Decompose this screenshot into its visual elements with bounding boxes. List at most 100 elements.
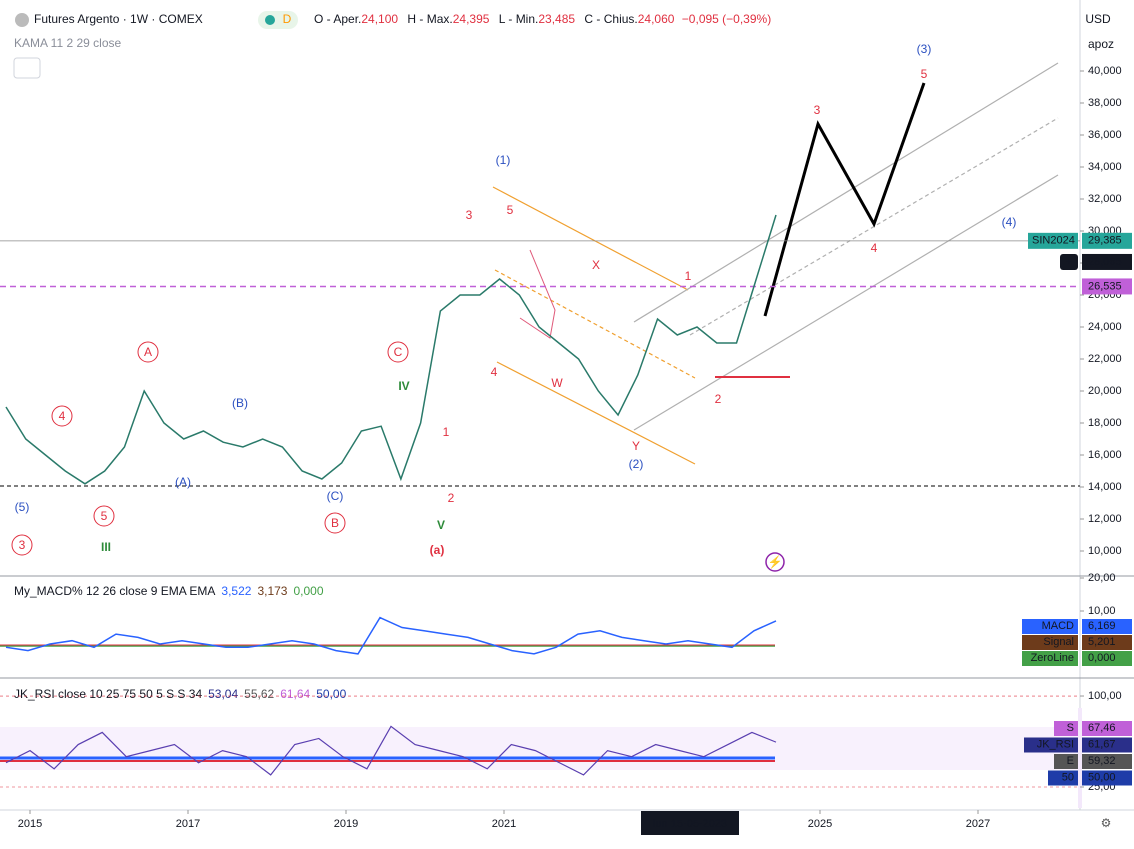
rsi-line: [5, 725, 777, 776]
price-badge-label: 28,065: [1088, 256, 1122, 268]
ohlc: O - Aper.24,100 H - Max.24,395 L - Min.2…: [314, 12, 771, 26]
wave-label: 3: [814, 103, 821, 117]
price-badge: [1082, 278, 1132, 295]
y-tick-label: 100,00: [1088, 690, 1122, 702]
badge-bg: [1082, 770, 1132, 786]
badge-bg: [1022, 619, 1078, 634]
wave-label: B: [331, 516, 339, 530]
x-tick-label: 2025: [808, 818, 832, 830]
event-icon[interactable]: [765, 552, 785, 572]
settings-icon: ⚙: [1101, 816, 1112, 830]
badge-bg: [1024, 737, 1078, 753]
wave-label: (4): [1002, 215, 1017, 229]
wave-label: 2: [448, 491, 455, 505]
badge-value: 61,67: [1088, 738, 1116, 750]
value: 23,485: [538, 12, 575, 26]
badge-bg: [1082, 619, 1132, 634]
badge-name: ZeroLine: [1031, 652, 1074, 664]
badge-value: 50,00: [1088, 771, 1116, 783]
y-tick-label: 38,000: [1088, 97, 1122, 109]
x-tick-label: 2027: [966, 818, 990, 830]
v: 55,62: [244, 687, 274, 701]
badge-value: 0,000: [1088, 652, 1116, 664]
y-tick-label: 40,000: [1088, 65, 1122, 77]
badge-bg: [1022, 651, 1078, 666]
badge-bg: [1082, 737, 1132, 753]
wave-label: (B): [232, 396, 248, 410]
y-tick-label: 36,000: [1088, 129, 1122, 141]
badge-bg: [1054, 721, 1078, 736]
y-tick-label: 10,000: [1088, 545, 1122, 557]
y-tick-label: 12,000: [1088, 513, 1122, 525]
wave-circle: [11, 534, 33, 556]
x-tick-label: 2019: [334, 818, 358, 830]
wave-label: 1: [685, 269, 692, 283]
badge-name: S: [1067, 722, 1074, 734]
wave-label: 4: [871, 241, 878, 255]
price-badge-label: 29,385: [1088, 235, 1122, 247]
v: 53,04: [208, 687, 238, 701]
wave-circle: [387, 341, 409, 363]
value: 24,100: [361, 12, 398, 26]
wave-label: 5: [507, 203, 514, 217]
y-tick-label: 10,00: [1088, 605, 1116, 617]
badge-name: Signal: [1043, 636, 1074, 648]
wave-label: 4: [491, 365, 498, 379]
wave-label: X: [592, 258, 600, 272]
name: JK_RSI close 10 25 75 50 5 S S 34: [14, 687, 202, 701]
currency[interactable]: USD: [1085, 12, 1111, 26]
event-icon-glyph: ⚡: [768, 555, 783, 569]
name: My_MACD% 12 26 close 9 EMA EMA: [14, 584, 215, 598]
scale-mode[interactable]: apoz: [1088, 37, 1114, 51]
badge-bg: [1054, 754, 1078, 769]
y-tick-label: 32,000: [1088, 193, 1122, 205]
y-tick-label: 24,000: [1088, 321, 1122, 333]
wave-label: C: [394, 345, 403, 359]
wave-label: W: [551, 376, 563, 390]
label: C - Chius.: [584, 12, 637, 26]
wave-circle: [137, 341, 159, 363]
cursor-date-bg: [641, 811, 739, 835]
y-tick-label: 14,000: [1088, 481, 1122, 493]
macd-label: My_MACD% 12 26 close 9 EMA EMA 3,522 3,173…: [14, 584, 324, 598]
x-tick-label: 2021: [492, 818, 516, 830]
status-dot: [265, 15, 275, 25]
wave-label: (C): [327, 489, 344, 503]
wave-label: Y: [632, 439, 640, 453]
badge-bg: [1082, 754, 1132, 769]
badge-bg: [1048, 770, 1078, 786]
wave-label: (3): [917, 42, 932, 56]
wave-label: (5): [15, 500, 30, 514]
v: 61,64: [280, 687, 310, 701]
wave-circle: [93, 505, 115, 527]
badge-value: 59,32: [1088, 755, 1116, 767]
macd-line: [5, 616, 777, 655]
label: H - Max.: [407, 12, 452, 26]
status-badge: D: [283, 12, 292, 26]
y-tick-label: 22,000: [1088, 353, 1122, 365]
symbol[interactable]: Futures Argento · 1W · COMEX: [34, 12, 203, 26]
wave-label: V: [437, 518, 445, 532]
badge-value: 6,169: [1088, 620, 1116, 632]
symbol-logo: [15, 13, 29, 27]
value: 24,395: [453, 12, 490, 26]
wave-label: A: [144, 345, 152, 359]
badge-value: 67,46: [1088, 722, 1116, 734]
value: 24,060: [638, 12, 675, 26]
wave-label: 5: [101, 509, 108, 523]
y-tick-label: 20,00: [1088, 572, 1116, 584]
price-line: [5, 214, 777, 485]
badge-bg: [1082, 721, 1132, 736]
wave-circle: [324, 512, 346, 534]
badge-bg: [1022, 635, 1078, 650]
y-tick-label: 20,000: [1088, 385, 1122, 397]
v: 0,000: [293, 584, 323, 598]
wave-label: (A): [175, 475, 191, 489]
collapse-button[interactable]: [13, 57, 41, 79]
pink-lines: [519, 249, 556, 339]
v: 50,00: [316, 687, 346, 701]
indicator-label[interactable]: KAMA 11 2 29 close: [14, 36, 122, 50]
